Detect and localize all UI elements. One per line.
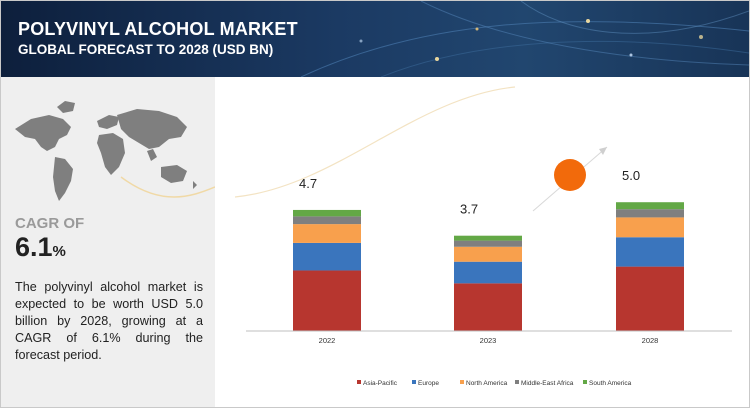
- bar-segment-europe-2028: [616, 237, 684, 267]
- market-description: The polyvinyl alcohol market is expected…: [15, 280, 203, 362]
- bar-segment-south-america-2023: [454, 235, 522, 241]
- cagr-value: 6.1%: [15, 232, 66, 263]
- decorative-swoosh: [120, 176, 215, 198]
- total-label-2022: 4.7: [299, 176, 317, 191]
- bar-segment-south-america-2028: [616, 202, 684, 210]
- bar-segment-middle-east-africa-2022: [293, 216, 361, 225]
- header-light-streaks: [300, 1, 749, 77]
- legend-label: Middle-East Africa: [521, 380, 574, 387]
- total-label-2028: 5.0: [622, 168, 640, 183]
- total-label-2023: 3.7: [460, 202, 478, 217]
- growth-accent-circle: [554, 159, 586, 191]
- x-tick-label-2028: 2028: [642, 336, 659, 345]
- bar-segment-europe-2022: [293, 242, 361, 271]
- cagr-label: CAGR OF: [15, 215, 85, 232]
- legend-item-middle-east-africa: Middle-East Africa: [515, 380, 574, 387]
- bar-segment-north-america-2028: [616, 217, 684, 238]
- legend-item-south-america: South America: [583, 380, 632, 387]
- header-banner: POLYVINYL ALCOHOL MARKET GLOBAL FORECAST…: [1, 1, 749, 77]
- legend-label: South America: [589, 380, 632, 387]
- legend-swatch: [412, 380, 416, 384]
- legend-item-north-america: North America: [460, 380, 508, 387]
- bar-segment-asia-pacific-2023: [454, 283, 522, 331]
- stacked-bar-chart: 4.7 3.7 5.0 2022 2023 2028 Asia-Pacific Europ…: [234, 86, 732, 387]
- x-tick-label-2023: 2023: [480, 336, 497, 345]
- legend-swatch: [357, 380, 361, 384]
- world-map-icon: [15, 101, 197, 201]
- cagr-number: 6.1: [15, 232, 53, 262]
- legend-label: Asia-Pacific: [363, 380, 398, 387]
- legend-swatch: [515, 380, 519, 384]
- chart-decoration: [234, 86, 608, 212]
- legend-item-europe: Europe: [412, 380, 439, 387]
- page-title: POLYVINYL ALCOHOL MARKET: [18, 19, 298, 39]
- left-summary-panel: CAGR OF 6.1% The polyvinyl alcohol marke…: [1, 77, 215, 407]
- trend-arrow-head: [599, 147, 607, 155]
- x-tick-label-2022: 2022: [319, 336, 336, 345]
- bar-segment-asia-pacific-2022: [293, 270, 361, 331]
- legend-label: Europe: [418, 380, 439, 387]
- bar-segment-north-america-2022: [293, 224, 361, 243]
- bar-segment-middle-east-africa-2028: [616, 209, 684, 218]
- page-subtitle: GLOBAL FORECAST TO 2028 (USD BN): [18, 42, 274, 57]
- legend-item-asia-pacific: Asia-Pacific: [357, 380, 398, 387]
- legend-swatch: [460, 380, 464, 384]
- cagr-unit: %: [52, 243, 66, 260]
- bar-segment-north-america-2023: [454, 246, 522, 262]
- bar-segment-middle-east-africa-2023: [454, 240, 522, 247]
- bar-segment-europe-2023: [454, 261, 522, 284]
- legend-label: North America: [466, 380, 508, 387]
- legend-swatch: [583, 380, 587, 384]
- bar-segment-south-america-2022: [293, 209, 361, 217]
- bar-segment-asia-pacific-2028: [616, 266, 684, 331]
